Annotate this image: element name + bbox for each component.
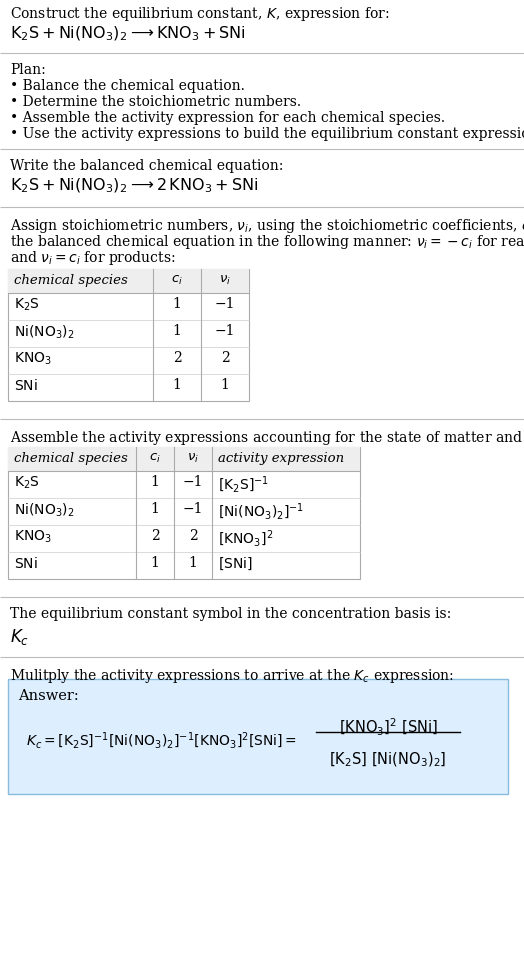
Text: Write the balanced chemical equation:: Write the balanced chemical equation: xyxy=(10,159,283,173)
Text: 1: 1 xyxy=(150,556,159,570)
Bar xyxy=(8,679,508,794)
Text: $\mathrm{SNi}$: $\mathrm{SNi}$ xyxy=(14,556,38,571)
Text: −1: −1 xyxy=(215,297,235,311)
Text: $\mathrm{K_2S + Ni(NO_3)_2 \longrightarrow 2\,KNO_3 + SNi}$: $\mathrm{K_2S + Ni(NO_3)_2 \longrightarr… xyxy=(10,177,258,196)
Text: −1: −1 xyxy=(183,475,203,489)
Text: 2: 2 xyxy=(221,351,230,365)
Text: Mulitply the activity expressions to arrive at the $K_c$ expression:: Mulitply the activity expressions to arr… xyxy=(10,667,454,685)
Bar xyxy=(8,447,360,579)
Text: $[\mathrm{K_2S}]^{-1}$: $[\mathrm{K_2S}]^{-1}$ xyxy=(218,475,269,496)
Text: 2: 2 xyxy=(189,529,198,543)
Text: $\mathrm{KNO_3}$: $\mathrm{KNO_3}$ xyxy=(14,529,52,545)
Text: • Assemble the activity expression for each chemical species.: • Assemble the activity expression for e… xyxy=(10,111,445,125)
Bar xyxy=(8,447,360,471)
Text: 1: 1 xyxy=(150,475,159,489)
Text: 1: 1 xyxy=(221,378,230,392)
Text: 2: 2 xyxy=(172,351,181,365)
Text: $\nu_i$: $\nu_i$ xyxy=(187,452,199,465)
Text: $\mathrm{K_2S}$: $\mathrm{K_2S}$ xyxy=(14,297,40,313)
Text: $\mathrm{Ni(NO_3)_2}$: $\mathrm{Ni(NO_3)_2}$ xyxy=(14,324,74,341)
Text: 1: 1 xyxy=(172,297,181,311)
Text: Assemble the activity expressions accounting for the state of matter and $\nu_i$: Assemble the activity expressions accoun… xyxy=(10,429,524,447)
Text: Construct the equilibrium constant, $K$, expression for:: Construct the equilibrium constant, $K$,… xyxy=(10,5,390,23)
Text: chemical species: chemical species xyxy=(14,452,128,465)
Text: $[\mathrm{Ni(NO_3)_2}]^{-1}$: $[\mathrm{Ni(NO_3)_2}]^{-1}$ xyxy=(218,502,304,522)
Text: $c_i$: $c_i$ xyxy=(149,452,161,465)
Text: 1: 1 xyxy=(172,324,181,338)
Text: −1: −1 xyxy=(183,502,203,516)
Text: the balanced chemical equation in the following manner: $\nu_i = -c_i$ for react: the balanced chemical equation in the fo… xyxy=(10,233,524,251)
Text: • Use the activity expressions to build the equilibrium constant expression.: • Use the activity expressions to build … xyxy=(10,127,524,141)
Text: Assign stoichiometric numbers, $\nu_i$, using the stoichiometric coefficients, $: Assign stoichiometric numbers, $\nu_i$, … xyxy=(10,217,524,235)
Text: $\mathrm{SNi}$: $\mathrm{SNi}$ xyxy=(14,378,38,393)
Text: • Determine the stoichiometric numbers.: • Determine the stoichiometric numbers. xyxy=(10,95,301,109)
Text: $[\mathrm{K_2S}]\ [\mathrm{Ni(NO_3)_2}]$: $[\mathrm{K_2S}]\ [\mathrm{Ni(NO_3)_2}]$ xyxy=(329,751,447,770)
Text: The equilibrium constant symbol in the concentration basis is:: The equilibrium constant symbol in the c… xyxy=(10,607,451,621)
Text: 2: 2 xyxy=(150,529,159,543)
Text: $\mathrm{K_2S + Ni(NO_3)_2 \longrightarrow KNO_3 + SNi}$: $\mathrm{K_2S + Ni(NO_3)_2 \longrightarr… xyxy=(10,25,246,43)
Text: $\mathrm{KNO_3}$: $\mathrm{KNO_3}$ xyxy=(14,351,52,368)
Text: 1: 1 xyxy=(150,502,159,516)
Text: and $\nu_i = c_i$ for products:: and $\nu_i = c_i$ for products: xyxy=(10,249,176,267)
Text: $[\mathrm{KNO_3}]^{2}$: $[\mathrm{KNO_3}]^{2}$ xyxy=(218,529,274,549)
Text: $\mathrm{K_2S}$: $\mathrm{K_2S}$ xyxy=(14,475,40,492)
Text: $c_i$: $c_i$ xyxy=(171,274,183,287)
Text: $[\mathrm{KNO_3}]^{2}\ [\mathrm{SNi}]$: $[\mathrm{KNO_3}]^{2}\ [\mathrm{SNi}]$ xyxy=(339,717,438,738)
Bar xyxy=(8,269,249,401)
Text: activity expression: activity expression xyxy=(218,452,344,465)
Text: $K_c = [\mathrm{K_2S}]^{-1} [\mathrm{Ni(NO_3)_2}]^{-1} [\mathrm{KNO_3}]^{2} [\ma: $K_c = [\mathrm{K_2S}]^{-1} [\mathrm{Ni(… xyxy=(26,731,297,752)
Text: • Balance the chemical equation.: • Balance the chemical equation. xyxy=(10,79,245,93)
Text: chemical species: chemical species xyxy=(14,274,128,287)
Text: 1: 1 xyxy=(189,556,198,570)
Text: −1: −1 xyxy=(215,324,235,338)
Text: Plan:: Plan: xyxy=(10,63,46,77)
Text: Answer:: Answer: xyxy=(18,689,79,703)
Text: $\nu_i$: $\nu_i$ xyxy=(219,274,231,287)
Text: $K_c$: $K_c$ xyxy=(10,627,29,647)
Text: $[\mathrm{SNi}]$: $[\mathrm{SNi}]$ xyxy=(218,556,253,572)
Text: $\mathrm{Ni(NO_3)_2}$: $\mathrm{Ni(NO_3)_2}$ xyxy=(14,502,74,520)
Text: 1: 1 xyxy=(172,378,181,392)
Bar xyxy=(8,269,249,293)
